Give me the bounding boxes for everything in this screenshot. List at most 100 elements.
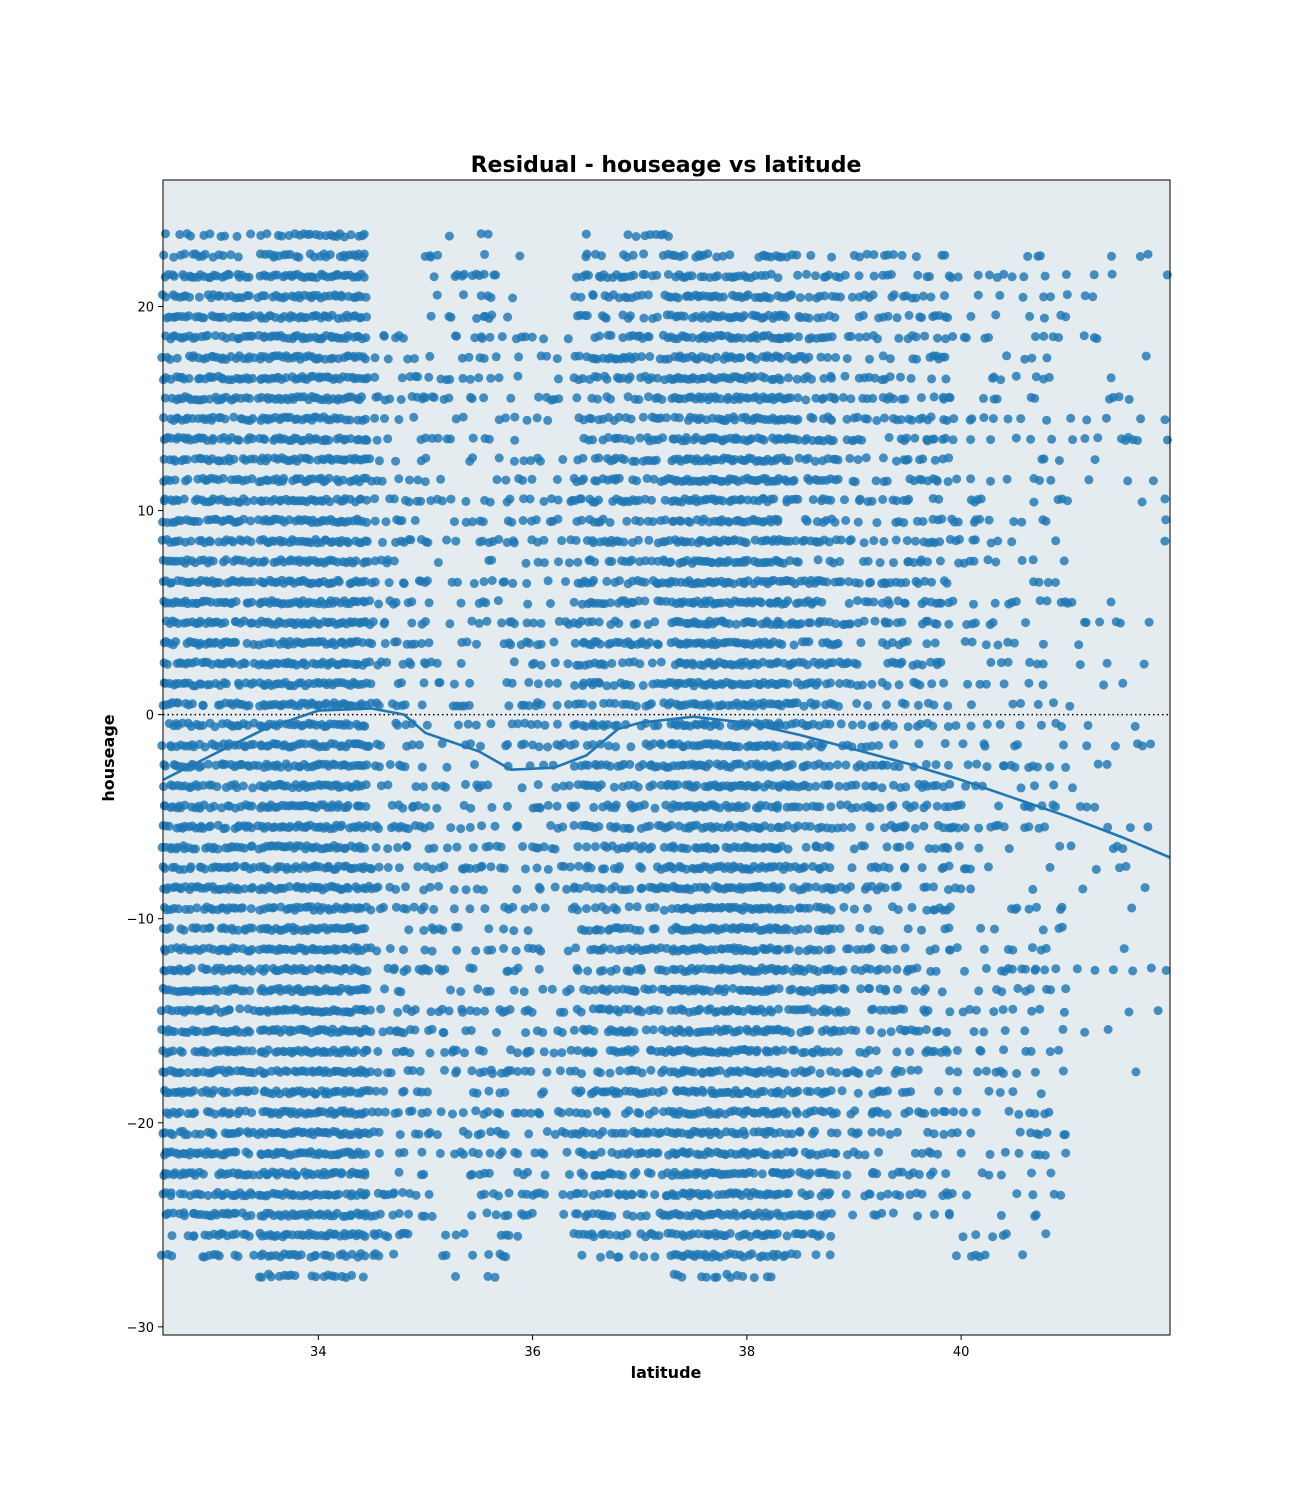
data-point: [466, 1026, 476, 1035]
data-point: [453, 922, 463, 932]
data-point: [170, 456, 180, 466]
data-point: [424, 372, 434, 382]
data-point: [614, 619, 624, 628]
data-point: [240, 884, 250, 894]
data-point: [600, 864, 610, 874]
data-point: [395, 1130, 405, 1140]
data-point: [582, 1109, 592, 1119]
data-point: [169, 252, 179, 262]
data-point: [607, 658, 617, 668]
data-point: [171, 637, 181, 647]
data-point: [444, 1006, 454, 1016]
data-point: [607, 1211, 617, 1221]
data-point: [203, 759, 213, 769]
data-point: [185, 292, 194, 302]
data-point: [203, 330, 213, 340]
data-point: [358, 1272, 368, 1282]
data-point: [231, 861, 241, 871]
data-point: [186, 231, 195, 241]
data-point: [507, 678, 517, 688]
data-point: [549, 1048, 559, 1058]
data-point: [362, 536, 372, 546]
data-point: [478, 517, 488, 527]
data-point: [477, 861, 487, 871]
data-point: [518, 842, 528, 851]
data-point: [477, 821, 487, 831]
data-point: [449, 904, 459, 914]
data-point: [361, 414, 370, 424]
data-point: [360, 843, 369, 853]
data-point: [451, 1045, 461, 1055]
data-point: [625, 759, 635, 769]
data-point: [595, 331, 604, 341]
data-point: [324, 435, 334, 445]
data-point: [640, 577, 650, 587]
data-point: [635, 659, 645, 669]
data-point: [505, 494, 515, 504]
data-point: [194, 517, 204, 526]
data-point: [435, 678, 445, 688]
data-point: [503, 312, 513, 322]
data-point: [189, 1231, 199, 1241]
data-point: [432, 1130, 442, 1140]
data-point: [527, 332, 537, 342]
data-point: [641, 1211, 651, 1221]
data-point: [186, 536, 196, 546]
data-point: [479, 269, 489, 279]
data-point: [626, 414, 636, 424]
data-point: [647, 495, 656, 505]
data-point: [344, 883, 353, 893]
data-point: [292, 1170, 302, 1180]
data-point: [247, 474, 257, 484]
data-point: [374, 862, 384, 872]
data-point: [578, 699, 588, 709]
data-point: [551, 782, 561, 792]
data-point: [244, 1149, 254, 1159]
data-point: [527, 474, 537, 484]
data-point: [497, 1147, 507, 1157]
data-point: [233, 925, 243, 935]
data-point: [247, 923, 257, 933]
data-point: [370, 372, 380, 382]
data-point: [245, 986, 255, 996]
data-point: [536, 946, 546, 956]
data-point: [433, 433, 443, 443]
data-point: [407, 618, 417, 628]
data-point: [433, 250, 443, 260]
data-point: [351, 1046, 361, 1056]
data-point: [579, 1171, 589, 1180]
data-point: [379, 1086, 389, 1096]
data-point: [527, 1007, 537, 1017]
data-point: [441, 1250, 451, 1260]
data-point: [679, 311, 689, 321]
data-point: [248, 577, 258, 587]
data-point: [441, 782, 451, 792]
data-point: [409, 354, 419, 364]
data-point: [453, 577, 462, 587]
data-point: [247, 434, 257, 444]
chart-title: Residual - houseage vs latitude: [471, 153, 862, 178]
data-point: [577, 515, 587, 525]
data-point: [240, 659, 250, 669]
data-point: [195, 1129, 205, 1139]
data-point: [191, 844, 200, 854]
data-point: [175, 1107, 185, 1117]
data-point: [637, 1068, 647, 1078]
data-point: [497, 332, 507, 342]
data-point: [373, 1068, 383, 1077]
data-point: [588, 1047, 598, 1057]
data-point: [456, 824, 466, 834]
data-point: [465, 678, 475, 688]
data-point: [461, 496, 471, 506]
data-point: [650, 1252, 660, 1262]
data-point: [499, 944, 509, 953]
data-point: [491, 270, 501, 280]
data-point: [466, 803, 476, 813]
data-point: [471, 946, 481, 956]
data-point: [611, 800, 621, 810]
data-point: [436, 1107, 446, 1117]
data-point: [499, 863, 509, 873]
data-point: [383, 844, 393, 854]
data-point: [500, 1130, 510, 1139]
data-point: [381, 517, 391, 527]
